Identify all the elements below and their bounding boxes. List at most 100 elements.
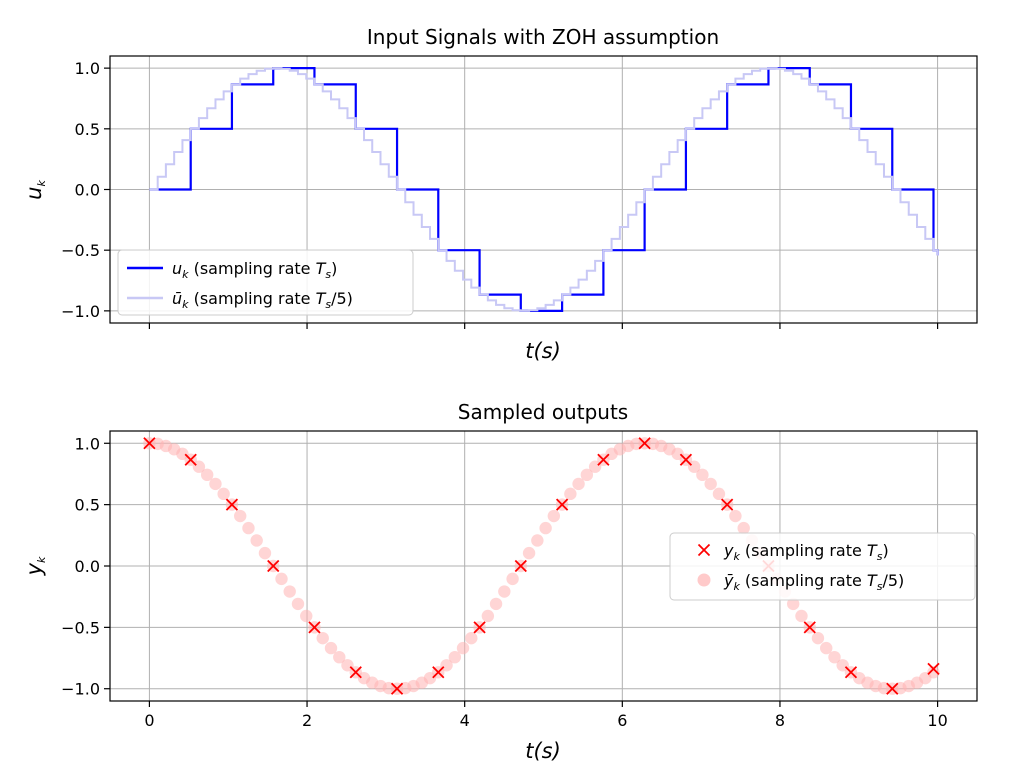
ybar-sample-point — [688, 460, 701, 473]
yk-sample-point — [308, 621, 321, 634]
ybar-sample-point — [291, 597, 305, 611]
ybar-sample-point — [300, 609, 313, 623]
ybar-sample-point — [704, 477, 717, 491]
ybar-sample-point — [481, 609, 495, 623]
ybar-sample-point — [820, 641, 833, 655]
ybar-sample-point — [465, 631, 478, 645]
yk-sample-point — [349, 666, 362, 679]
ybar-sample-point — [217, 487, 230, 501]
ybar-sample-point — [547, 509, 561, 523]
y-tick-label: 0.5 — [75, 496, 100, 515]
ybar-sample-point — [489, 597, 503, 611]
yk-sample-point — [432, 666, 445, 679]
x-tick-label: 8 — [775, 711, 785, 730]
ybar-sample-point — [341, 659, 354, 672]
ybar-sample-point — [456, 641, 470, 655]
input-signals-series — [149, 67, 939, 312]
ybar-sample-point — [712, 487, 726, 501]
yk-sample-point — [143, 437, 156, 450]
ybar-sample-point — [498, 585, 511, 598]
ybar-sample-point — [283, 585, 296, 598]
yk-sample-point — [721, 498, 734, 511]
yk-sample-point — [597, 453, 610, 466]
ybar-sample-point — [316, 631, 329, 645]
ubar-step-line — [149, 67, 939, 312]
y-tick-label: 0.0 — [75, 181, 100, 200]
yk-sample-point — [886, 682, 899, 695]
ybar-sample-point — [564, 487, 577, 501]
yk-sample-point — [555, 498, 569, 511]
yk-sample-point — [390, 682, 404, 695]
ybar-sample-point — [836, 659, 849, 672]
ybar-sample-point — [927, 666, 940, 679]
ybar-sample-point — [448, 650, 462, 664]
input-signals-legend: uk​ (sampling rate Ts​) ūk​ (sampling ra… — [117, 249, 414, 316]
input-signals-title: Input Signals with ZOH assumption — [367, 25, 719, 49]
ybar-sample-point — [440, 659, 453, 672]
yk-sample-point — [638, 437, 651, 450]
ybar-sample-point — [275, 572, 288, 586]
ybar-sample-point — [828, 650, 841, 664]
input-signals-ylabel: uk​ — [22, 180, 48, 200]
ybar-sample-point — [209, 477, 222, 491]
ybar-sample-point — [795, 609, 808, 623]
ybar-sample-point — [333, 650, 346, 664]
ybar-sample-point — [506, 572, 519, 586]
ybar-sample-point — [811, 631, 825, 645]
sampled-outputs-ticks: 0 2 4 6 8 10 1.0 0.5 0.0 −0.5 −1.0 — [61, 434, 948, 730]
ybar-sample-point — [531, 534, 544, 547]
sampled-outputs-title: Sampled outputs — [458, 400, 628, 424]
yk-sample-point — [267, 559, 280, 573]
yk-sample-point — [927, 662, 940, 675]
yk-sample-point — [225, 498, 239, 511]
x-tick-label: 2 — [302, 711, 312, 730]
yk-sample-point — [844, 666, 858, 679]
y-tick-label: 0.0 — [75, 557, 100, 576]
sampled-outputs-axes: Sampled outputs 0 2 4 6 8 10 1.0 0.5 0.0 −0.5 −1.0… — [22, 400, 978, 763]
y-tick-label: 1.0 — [75, 59, 100, 78]
legend-ybar-circle-marker — [697, 573, 711, 587]
y-tick-label: 0.5 — [75, 120, 100, 139]
yk-sample-point — [514, 559, 527, 573]
y-tick-label: −1.0 — [61, 302, 100, 321]
legend-frame — [669, 532, 976, 601]
ybar-sample-point — [696, 468, 709, 482]
legend-frame — [117, 249, 414, 316]
legend-yk-x-marker — [697, 543, 711, 557]
y-tick-label: −0.5 — [61, 241, 100, 260]
ybar-sample-point — [522, 546, 536, 560]
ybar-sample-point — [737, 521, 750, 535]
input-signals-axes: Input Signals with ZOH assumption 1.0 0.5… — [22, 25, 978, 363]
yk-sample-point — [803, 621, 816, 634]
legend-ubar-label: ūk​ (sampling rate Ts​/5) — [172, 289, 353, 311]
x-tick-label: 0 — [144, 711, 154, 730]
y-tick-label: 1.0 — [75, 434, 100, 453]
yk-sample-point — [679, 453, 693, 466]
ybar-sample-point — [572, 477, 585, 491]
ybar-sample-point — [729, 509, 742, 523]
sampled-outputs-legend: yk​ (sampling rate Ts​) ȳk​ (sampling ra… — [669, 532, 976, 601]
x-tick-label: 4 — [460, 711, 470, 730]
ybar-sample-point — [539, 521, 552, 535]
input-signals-xlabel: t(s) — [525, 339, 561, 363]
sampled-outputs-ylabel: yk​ — [22, 556, 48, 576]
sampled-outputs-xlabel: t(s) — [525, 739, 561, 763]
ybar-sample-point — [200, 468, 214, 482]
ybar-sample-point — [234, 509, 247, 523]
y-tick-label: −1.0 — [61, 680, 100, 699]
ybar-sample-point — [258, 546, 272, 560]
ybar-sample-point — [786, 597, 800, 611]
ybar-sample-point — [580, 468, 594, 482]
legend-ybar-label: ȳk​ (sampling rate Ts​/5) — [723, 571, 904, 593]
legend-yk-label: yk​ (sampling rate Ts​) — [723, 541, 889, 563]
ybar-sample-point — [324, 641, 338, 655]
x-tick-label: 10 — [927, 711, 947, 730]
ybar-sample-point — [250, 534, 263, 547]
y-tick-label: −0.5 — [61, 618, 100, 637]
ybar-sample-point — [242, 521, 255, 535]
x-tick-label: 6 — [617, 711, 627, 730]
input-signals-ticks: 1.0 0.5 0.0 −0.5 −1.0 — [61, 59, 939, 329]
yk-sample-point — [473, 621, 486, 634]
ybar-sample-point — [588, 460, 602, 473]
